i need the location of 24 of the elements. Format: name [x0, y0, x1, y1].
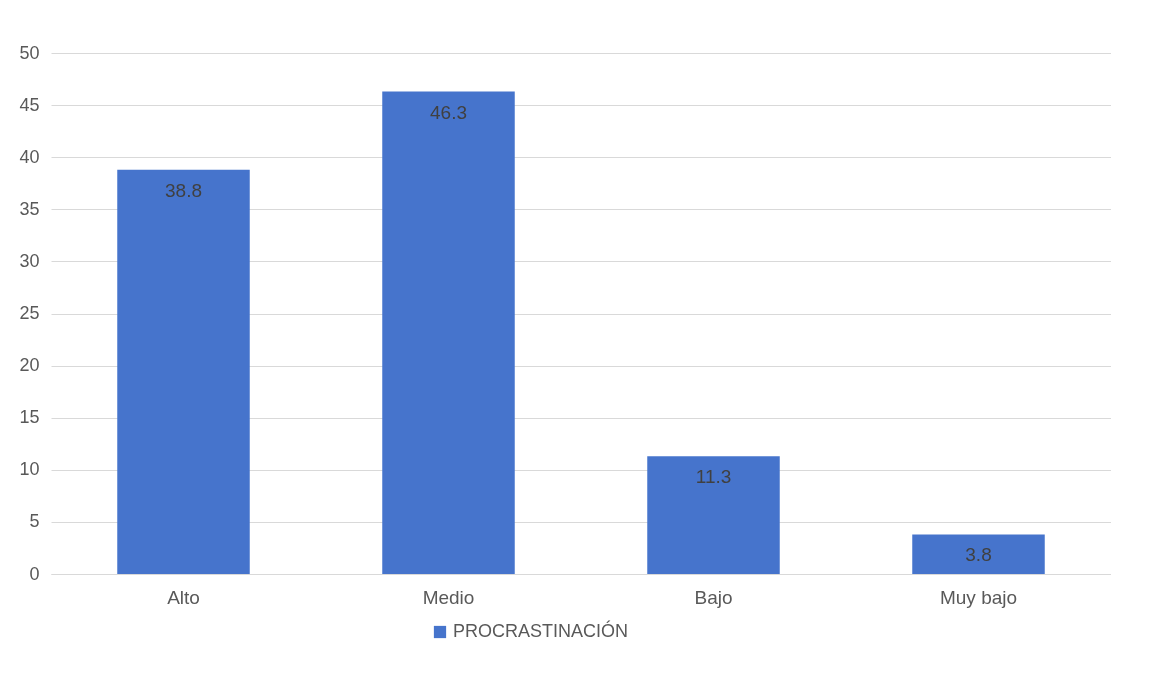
- bar: [647, 456, 780, 574]
- y-tick-label: 0: [29, 563, 40, 584]
- y-tick-label: 50: [19, 42, 40, 63]
- y-tick-label: 15: [19, 407, 40, 428]
- x-tick-label: Medio: [422, 586, 475, 608]
- data-label: 11.3: [695, 466, 732, 488]
- bar: [382, 91, 515, 574]
- bar: [117, 169, 250, 574]
- x-tick-label: Muy bajo: [939, 586, 1018, 608]
- y-tick-label: 5: [29, 511, 40, 532]
- y-tick-label: 40: [19, 146, 40, 167]
- y-tick-label: 25: [19, 303, 40, 323]
- y-tick-label: 10: [19, 459, 40, 480]
- y-tick-label: 20: [19, 355, 40, 376]
- x-tick-label: Alto: [167, 586, 200, 608]
- data-label: 38.8: [165, 179, 202, 201]
- bar: [912, 534, 1045, 574]
- y-tick-label: 30: [19, 250, 40, 271]
- data-label: 46.3: [430, 101, 467, 123]
- y-tick-label: 45: [19, 94, 40, 115]
- data-label: 3.8: [965, 544, 992, 566]
- x-tick-label: Bajo: [694, 586, 733, 608]
- legend-label: PROCRASTINACIÓN: [453, 620, 629, 641]
- y-tick-label: 35: [19, 198, 40, 219]
